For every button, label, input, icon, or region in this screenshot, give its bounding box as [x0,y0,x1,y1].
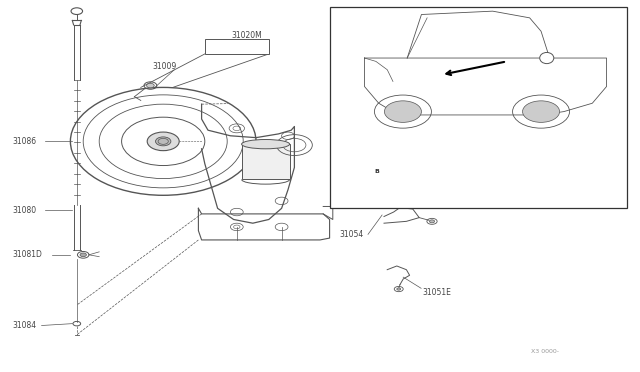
Circle shape [522,101,559,122]
Text: A/T CONTROL UNIT ASSY: A/T CONTROL UNIT ASSY [392,197,475,203]
Circle shape [80,253,86,257]
Circle shape [147,132,179,151]
Text: 08126-8162G: 08126-8162G [388,166,436,172]
Circle shape [385,101,422,122]
Text: 31086: 31086 [13,137,37,146]
Text: 31084: 31084 [13,321,37,330]
Text: 31051E: 31051E [422,288,451,296]
Text: 31084E: 31084E [570,46,596,52]
Text: X3 0000-: X3 0000- [531,349,559,354]
Text: (2): (2) [392,175,401,180]
Bar [330,7,627,208]
Circle shape [156,137,171,146]
Circle shape [397,288,401,290]
Text: 31081D: 31081D [13,250,43,259]
Circle shape [429,220,435,223]
Bar [242,144,290,180]
Ellipse shape [241,140,289,149]
Circle shape [147,83,154,88]
Text: 31054: 31054 [339,230,364,239]
Text: FOR VEHICLES WITHOUT: FOR VEHICLES WITHOUT [393,189,474,195]
Text: 31080: 31080 [13,206,37,215]
Text: 31009: 31009 [152,62,177,71]
Text: B: B [374,169,379,174]
Text: 31020M: 31020M [231,31,262,40]
Bar [205,39,269,54]
Ellipse shape [540,52,554,64]
